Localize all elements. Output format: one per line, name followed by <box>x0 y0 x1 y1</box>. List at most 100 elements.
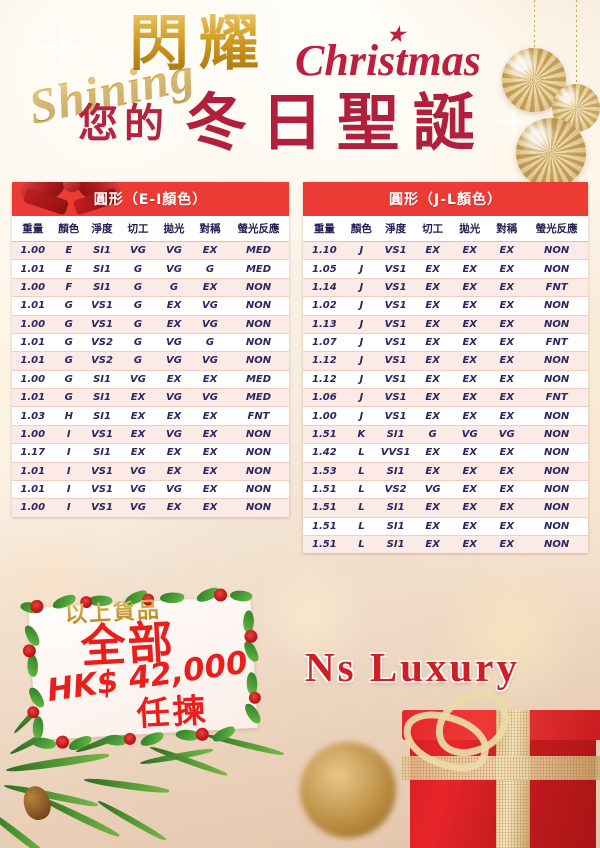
cell-fluorescence: NON <box>228 351 289 371</box>
table-right-title: 圓形（J-L顏色） <box>389 192 502 208</box>
cell-color: L <box>345 517 378 537</box>
table-right: 重量 顏色 淨度 切工 拋光 對稱 螢光反應 1.10 J VS1 EX EX EX NON… <box>303 216 588 554</box>
cell-color: L <box>345 443 378 463</box>
table-left-title: 圓形（E-I顏色） <box>93 192 208 208</box>
cell-fluorescence: NON <box>525 370 588 390</box>
cell-polish: VG <box>156 259 193 279</box>
poster-heading: Shining 閃耀 ★ Christmas 您的 冬日聖誕 <box>0 0 600 180</box>
cell-fluorescence: MED <box>228 388 289 408</box>
cell-weight: 1.01 <box>12 333 54 353</box>
table-left: 重量 顏色 淨度 切工 拋光 對稱 螢光反應 1.00 E SI1 VG VG EX MED… <box>12 216 289 517</box>
table-row: 1.00 G SI1 VG EX EX MED <box>12 370 289 390</box>
cell-color: G <box>53 315 85 334</box>
col-header-weight: 重量 <box>303 216 346 242</box>
cell-fluorescence: NON <box>228 462 289 481</box>
cell-weight: 1.01 <box>12 351 54 371</box>
cell-clarity: VS1 <box>377 241 415 261</box>
cell-cut: VG <box>120 241 157 261</box>
cell-color: L <box>345 498 378 518</box>
cell-polish: VG <box>156 425 193 445</box>
table-row: 1.01 G SI1 EX VG VG MED <box>12 388 289 408</box>
cell-color: J <box>345 406 378 426</box>
cell-cut: G <box>120 278 157 298</box>
cell-polish: EX <box>451 370 489 390</box>
cell-fluorescence: NON <box>525 241 588 261</box>
cell-symmetry: EX <box>192 480 229 500</box>
table-row: 1.00 J VS1 EX EX EX NON <box>303 406 588 426</box>
cell-symmetry: EX <box>488 388 526 408</box>
table-row: 1.00 E SI1 VG VG EX MED <box>12 241 289 261</box>
cell-clarity: SI1 <box>84 406 121 426</box>
cell-polish: VG <box>156 351 193 371</box>
cell-weight: 1.01 <box>12 462 54 481</box>
cell-color: G <box>53 388 85 408</box>
cell-cut: VG <box>414 480 452 500</box>
star-icon: ★ <box>386 24 405 46</box>
cell-clarity: VS1 <box>84 425 121 445</box>
cell-cut: EX <box>414 443 452 463</box>
col-header-clarity: 淨度 <box>377 216 415 242</box>
cell-clarity: VS1 <box>84 296 121 316</box>
cell-fluorescence: FNT <box>525 333 588 353</box>
cell-cut: EX <box>414 333 452 353</box>
cell-clarity: SI1 <box>84 388 121 408</box>
cell-weight: 1.51 <box>303 517 346 537</box>
table-row: 1.07 J VS1 EX EX EX FNT <box>303 333 588 353</box>
cell-clarity: VS2 <box>84 351 121 371</box>
cell-weight: 1.06 <box>303 388 346 408</box>
heading-christmas-label: Christmas <box>295 36 481 85</box>
heading-ninde: 您的 <box>78 100 170 147</box>
cell-color: J <box>345 388 378 408</box>
col-header-fluorescence: 螢光反應 <box>228 216 289 242</box>
table-left-header-row: 重量 顏色 淨度 切工 拋光 對稱 螢光反應 <box>12 216 289 242</box>
table-right-title-bar: 圓形（J-L顏色） <box>303 182 588 216</box>
col-header-color: 顏色 <box>53 216 85 242</box>
cell-weight: 1.00 <box>303 406 346 426</box>
cell-fluorescence: FNT <box>228 406 289 426</box>
cell-cut: VG <box>120 462 157 481</box>
cell-cut: EX <box>414 388 452 408</box>
heading-dongri: 冬日聖誕 <box>185 86 490 159</box>
cell-symmetry: G <box>192 259 229 279</box>
cell-symmetry: G <box>192 333 229 353</box>
cell-fluorescence: MED <box>228 370 289 390</box>
cell-weight: 1.00 <box>12 370 54 390</box>
table-row: 1.03 H SI1 EX EX EX FNT <box>12 406 289 426</box>
cell-color: I <box>53 480 85 500</box>
cell-clarity: SI1 <box>377 517 415 537</box>
cell-fluorescence: NON <box>525 443 588 463</box>
cell-symmetry: VG <box>488 425 526 445</box>
table-right-header-row: 重量 顏色 淨度 切工 拋光 對稱 螢光反應 <box>303 216 588 242</box>
cell-color: I <box>53 425 85 445</box>
cell-fluorescence: NON <box>228 480 289 500</box>
cell-weight: 1.14 <box>303 278 346 298</box>
cell-cut: EX <box>120 443 157 463</box>
table-row: 1.00 G VS1 G EX VG NON <box>12 315 289 334</box>
cell-symmetry: EX <box>192 462 229 481</box>
cell-symmetry: EX <box>488 443 526 463</box>
cell-cut: G <box>414 425 452 445</box>
cell-clarity: VS1 <box>377 259 415 279</box>
diamond-table-left: 圓形（E-I顏色） 重量 顏色 淨度 切工 拋光 對稱 螢光反應 1.00 E SI… <box>12 182 289 517</box>
cell-polish: VG <box>156 241 193 261</box>
heading-shanyao: 閃耀 <box>129 9 269 79</box>
cell-color: L <box>345 462 378 481</box>
cell-weight: 1.00 <box>12 241 54 261</box>
cell-weight: 1.00 <box>12 425 54 445</box>
cell-fluorescence: NON <box>228 315 289 334</box>
table-row: 1.12 J VS1 EX EX EX NON <box>303 370 588 390</box>
cell-weight: 1.51 <box>303 425 346 445</box>
cell-symmetry: EX <box>488 535 526 554</box>
cell-clarity: VS1 <box>84 498 121 517</box>
cell-fluorescence: NON <box>228 498 289 517</box>
cell-color: K <box>345 425 378 445</box>
cell-symmetry: EX <box>192 370 229 390</box>
table-row: 1.00 I VS1 EX VG EX NON <box>12 425 289 445</box>
cell-clarity: SI1 <box>84 443 121 463</box>
cell-fluorescence: NON <box>525 425 588 445</box>
cell-fluorescence: NON <box>525 406 588 426</box>
cell-weight: 1.13 <box>303 315 346 334</box>
table-row: 1.05 J VS1 EX EX EX NON <box>303 259 588 279</box>
cell-weight: 1.03 <box>12 406 54 426</box>
cell-fluorescence: MED <box>228 259 289 279</box>
